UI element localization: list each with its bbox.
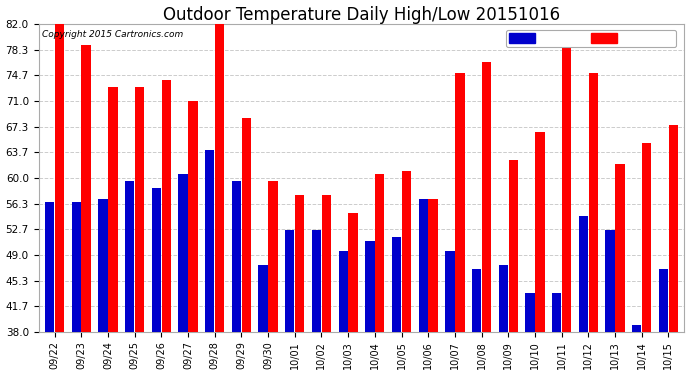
Bar (285, 230, 295, 332)
Bar (232, 181, 241, 332)
Bar (669, 125, 678, 332)
Bar (499, 265, 508, 332)
Bar (419, 199, 428, 332)
Bar (562, 45, 571, 332)
Bar (348, 213, 357, 332)
Bar (125, 181, 135, 332)
Bar (322, 195, 331, 332)
Bar (589, 73, 598, 332)
Bar (81, 45, 91, 332)
Title: Outdoor Temperature Daily High/Low 20151016: Outdoor Temperature Daily High/Low 20151… (163, 6, 560, 24)
Bar (525, 293, 535, 332)
Bar (392, 237, 402, 332)
Bar (215, 24, 224, 332)
Bar (509, 160, 518, 332)
Bar (605, 230, 615, 332)
Bar (72, 202, 81, 332)
Bar (312, 230, 321, 332)
Bar (375, 174, 384, 332)
Legend:  Low  (°F),  High  (°F): Low (°F), High (°F) (506, 30, 676, 46)
Text: Copyright 2015 Cartronics.com: Copyright 2015 Cartronics.com (42, 30, 183, 39)
Bar (205, 150, 215, 332)
Bar (98, 199, 108, 332)
Bar (642, 143, 651, 332)
Bar (402, 171, 411, 332)
Bar (428, 199, 438, 332)
Bar (152, 188, 161, 332)
Bar (179, 174, 188, 332)
Bar (268, 181, 277, 332)
Bar (365, 241, 375, 332)
Bar (135, 87, 144, 332)
Bar (535, 132, 544, 332)
Bar (55, 24, 64, 332)
Bar (472, 269, 482, 332)
Bar (45, 202, 55, 332)
Bar (108, 87, 117, 332)
Bar (445, 251, 455, 332)
Bar (295, 195, 304, 332)
Bar (455, 73, 464, 332)
Bar (161, 80, 171, 332)
Bar (615, 164, 624, 332)
Bar (552, 293, 562, 332)
Bar (339, 251, 348, 332)
Bar (632, 325, 642, 332)
Bar (579, 216, 588, 332)
Bar (659, 269, 668, 332)
Bar (241, 118, 251, 332)
Bar (259, 265, 268, 332)
Bar (482, 62, 491, 332)
Bar (188, 101, 197, 332)
